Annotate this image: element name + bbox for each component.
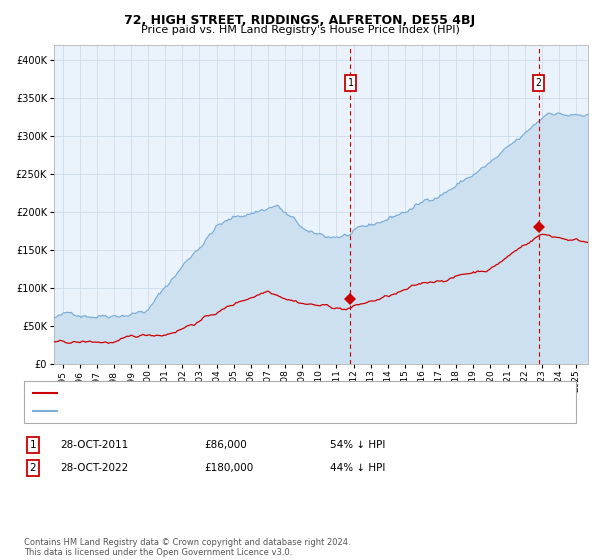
Text: 54% ↓ HPI: 54% ↓ HPI (330, 440, 385, 450)
Text: 72, HIGH STREET, RIDDINGS, ALFRETON, DE55 4BJ: 72, HIGH STREET, RIDDINGS, ALFRETON, DE5… (124, 14, 476, 27)
Text: £180,000: £180,000 (204, 463, 253, 473)
Text: 44% ↓ HPI: 44% ↓ HPI (330, 463, 385, 473)
Text: £86,000: £86,000 (204, 440, 247, 450)
Text: HPI: Average price, detached house, Amber Valley: HPI: Average price, detached house, Ambe… (63, 407, 302, 416)
Text: 28-OCT-2011: 28-OCT-2011 (60, 440, 128, 450)
Text: 1: 1 (29, 440, 37, 450)
Text: 1: 1 (347, 78, 353, 88)
Text: Contains HM Land Registry data © Crown copyright and database right 2024.
This d: Contains HM Land Registry data © Crown c… (24, 538, 350, 557)
Text: 2: 2 (29, 463, 37, 473)
Text: 72, HIGH STREET, RIDDINGS, ALFRETON, DE55 4BJ (detached house): 72, HIGH STREET, RIDDINGS, ALFRETON, DE5… (63, 388, 389, 397)
Text: Price paid vs. HM Land Registry's House Price Index (HPI): Price paid vs. HM Land Registry's House … (140, 25, 460, 35)
Text: 2: 2 (536, 78, 542, 88)
Text: 28-OCT-2022: 28-OCT-2022 (60, 463, 128, 473)
